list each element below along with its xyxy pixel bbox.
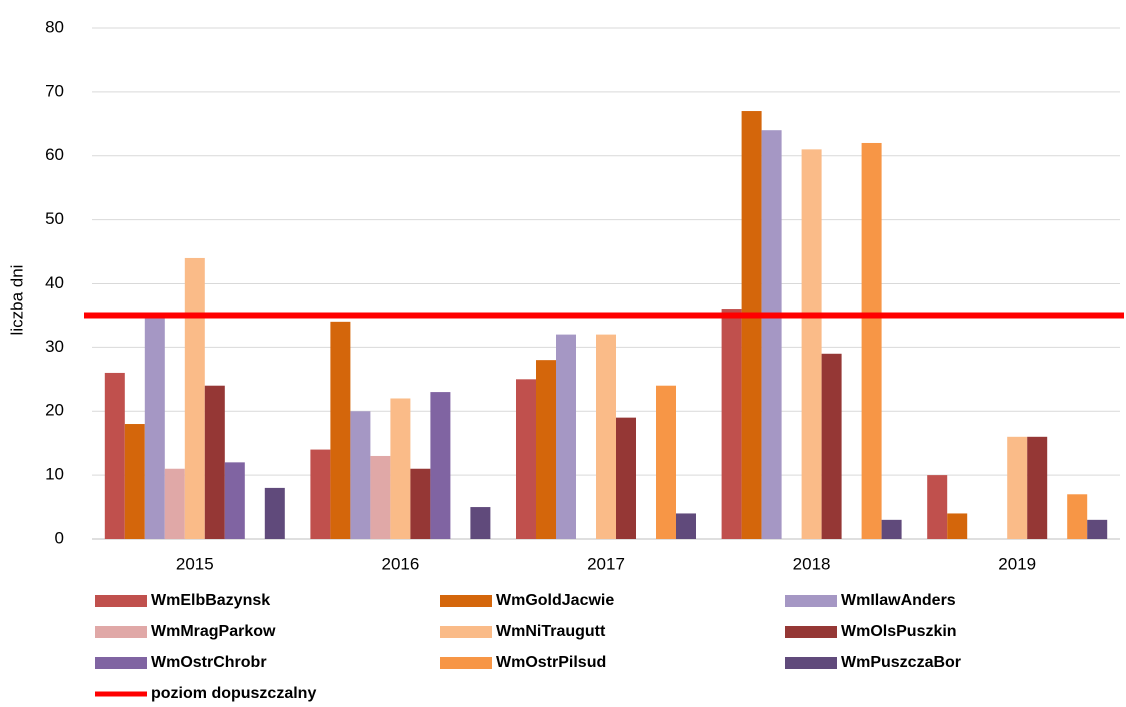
bar (1007, 436, 1028, 539)
bar (761, 130, 782, 539)
bar (616, 417, 636, 539)
legend-label: WmOstrChrobr (151, 654, 267, 671)
bar (264, 487, 285, 539)
bar (430, 392, 451, 539)
bar (947, 513, 968, 539)
bar (596, 334, 616, 539)
bar (410, 468, 431, 539)
bar (741, 111, 762, 539)
y-tick-label: 50 (45, 209, 64, 228)
legend-swatch (440, 595, 492, 607)
legend-label: WmOstrPilsud (496, 654, 606, 671)
bar (721, 309, 742, 539)
legend-label: WmPuszczaBor (841, 654, 961, 671)
y-tick-label: 0 (55, 528, 64, 547)
legend-label: WmElbBazynsk (151, 592, 270, 609)
legend-label: WmOlsPuszkin (841, 623, 957, 640)
bar (350, 411, 371, 539)
legend-swatch (785, 595, 837, 607)
bar (224, 462, 245, 539)
y-tick-label: 10 (45, 465, 64, 484)
bar (310, 449, 331, 539)
legend-label: WmIlawAnders (841, 592, 956, 609)
bar (370, 455, 391, 539)
x-tick-label: 2017 (587, 554, 625, 573)
bar (861, 142, 882, 539)
x-tick-label: 2018 (793, 554, 831, 573)
x-tick-label: 2015 (176, 554, 214, 573)
bar (927, 475, 948, 539)
bar (470, 507, 491, 539)
bar (556, 334, 576, 539)
bar (144, 315, 165, 539)
legend-label: WmNiTraugutt (496, 623, 606, 640)
legend-swatch (440, 626, 492, 638)
legend-label: WmGoldJacwie (496, 592, 614, 609)
bar (881, 519, 902, 539)
y-tick-label: 40 (45, 273, 64, 292)
y-axis-label: liczba dni (7, 265, 26, 336)
bar (124, 424, 145, 539)
y-tick-label: 60 (45, 145, 64, 164)
legend-swatch (440, 657, 492, 669)
legend-swatch (95, 657, 147, 669)
bar (516, 379, 536, 539)
y-tick-label: 20 (45, 401, 64, 420)
bar (821, 353, 842, 539)
legend-swatch (785, 657, 837, 669)
legend-swatch (785, 626, 837, 638)
x-tick-label: 2019 (998, 554, 1036, 573)
bar (1027, 436, 1048, 539)
bar (536, 360, 556, 539)
x-tick-label: 2016 (381, 554, 419, 573)
bar (204, 385, 225, 539)
bar (1067, 494, 1088, 539)
legend-swatch (95, 595, 147, 607)
legend-label: poziom dopuszczalny (151, 685, 316, 702)
bar (104, 372, 125, 539)
bar (801, 149, 822, 540)
bar (1087, 519, 1108, 539)
legend-swatch (95, 626, 147, 638)
legend-label: WmMragParkow (151, 623, 276, 640)
y-tick-label: 70 (45, 81, 64, 100)
bar (390, 398, 411, 539)
bar (184, 257, 205, 539)
y-tick-label: 30 (45, 337, 64, 356)
bar (164, 468, 185, 539)
bar (330, 321, 351, 539)
y-tick-label: 80 (45, 17, 64, 36)
bar (656, 385, 676, 539)
bar (676, 513, 696, 539)
